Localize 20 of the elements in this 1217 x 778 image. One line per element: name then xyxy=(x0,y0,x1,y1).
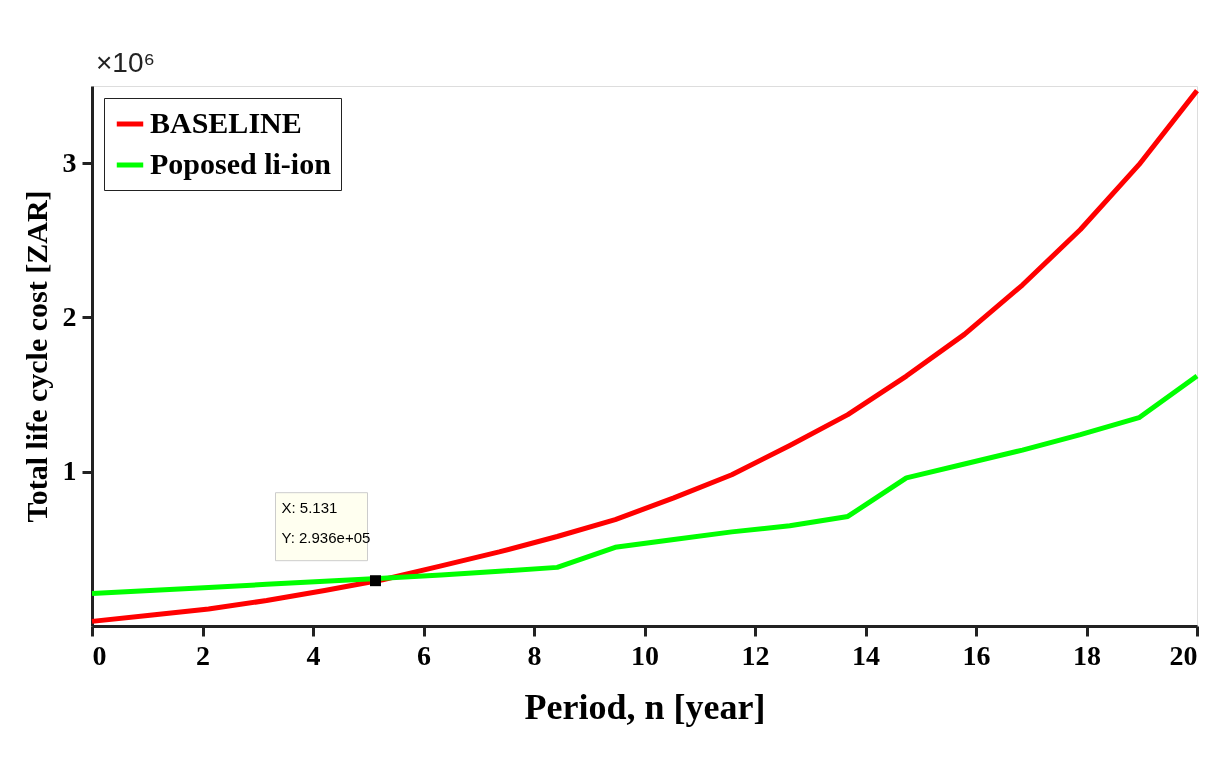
text: ×10⁶ xyxy=(96,47,156,78)
y-tick-label: 1 xyxy=(62,455,77,487)
x-axis-title: Period, n [year] xyxy=(524,686,766,727)
legend-label: BASELINE xyxy=(150,106,302,139)
legend-label: Poposed li-ion xyxy=(150,147,332,180)
y-tick-label: 2 xyxy=(62,300,77,332)
y-axis-title: Total life cycle cost [ZAR] xyxy=(19,190,53,523)
annotation: X: 5.131 Y: 2.936e+05 xyxy=(281,498,371,546)
y-tick-label: 3 xyxy=(62,146,77,178)
x-tick-label: 4 xyxy=(306,639,321,671)
x-tick-label: 12 xyxy=(741,639,770,671)
x-tick-label: 10 xyxy=(631,639,659,671)
x-tick-label: 8 xyxy=(527,639,542,671)
x-tick-label: 14 xyxy=(852,639,880,671)
x-tick-label: 2 xyxy=(196,639,210,671)
x-tick-label: 0 xyxy=(92,639,107,671)
x-tick-label: 6 xyxy=(417,639,431,671)
x-tick-label: 16 xyxy=(962,639,991,671)
x-tick-label: 18 xyxy=(1073,639,1101,671)
x-tick-label: 20 xyxy=(1169,639,1198,671)
